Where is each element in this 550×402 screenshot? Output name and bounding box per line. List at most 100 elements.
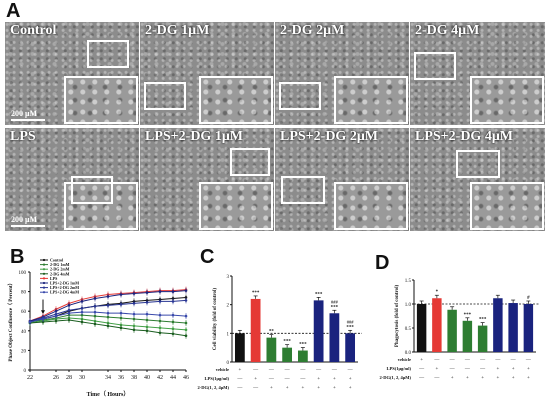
micrograph-7: LPS+2-DG 2μM <box>275 128 409 231</box>
treatment-mark: — <box>252 386 259 391</box>
bar <box>266 337 277 362</box>
significance-mark: *** <box>464 313 472 318</box>
treatment-mark: + <box>286 386 289 391</box>
legend-marker <box>42 281 46 285</box>
data-point <box>119 326 123 330</box>
legend-marker <box>42 263 46 266</box>
treatment-mark: + <box>270 386 273 391</box>
data-point <box>80 310 84 314</box>
y-tick-label: 0.0 <box>405 351 412 356</box>
y-tick-label: 0 <box>24 369 27 374</box>
treatment-row-label: 2-DG(1, 2, 4μM) <box>197 385 229 390</box>
treatment-mark: — <box>449 358 456 363</box>
scale-bar: 200 μM <box>11 109 45 121</box>
micrograph-2: 2-DG 1μM <box>140 22 274 125</box>
magnified-inset <box>64 76 138 124</box>
treatment-mark: + <box>317 377 320 382</box>
treatment-mark: — <box>525 358 532 363</box>
treatment-row-label: vehicle <box>398 357 411 362</box>
treatment-mark: + <box>254 377 257 382</box>
significance-mark-2: ### <box>347 319 355 324</box>
legend-label: 2-DG 1mM <box>50 262 70 267</box>
legend-label: LPS+2-DG 4mM <box>50 290 79 295</box>
magnified-inset <box>470 182 544 230</box>
treatment-mark: + <box>349 377 352 382</box>
y-tick-label: 3 <box>227 275 230 280</box>
roi-box <box>414 52 456 80</box>
data-point <box>132 324 136 328</box>
data-point <box>145 329 149 333</box>
data-point <box>54 319 58 323</box>
micrograph-3: 2-DG 2μM <box>275 22 409 125</box>
treatment-mark: — <box>479 367 486 372</box>
data-point <box>145 291 149 294</box>
legend-label: Control <box>50 258 64 263</box>
legend-label: LPS <box>50 276 58 281</box>
y-tick-label: 1.0 <box>405 303 412 308</box>
scale-bar-label: 200 μM <box>11 109 38 118</box>
y-tick-label: 80 <box>21 291 27 296</box>
data-point <box>93 310 97 314</box>
scale-bar-label: 200 μM <box>11 215 38 224</box>
treatment-mark: + <box>527 376 530 381</box>
x-tick-label: 36 <box>118 375 124 381</box>
panel-b-letter: B <box>10 246 25 268</box>
significance-mark: *** <box>315 292 323 297</box>
data-point <box>158 326 162 330</box>
y-tick-label: 0.5 <box>405 327 412 332</box>
treatment-mark: — <box>299 377 306 382</box>
y-tick-label: 0 <box>227 361 230 366</box>
bar <box>462 320 473 352</box>
legend-label: 2-DG 2mM <box>50 267 70 272</box>
arrow-head <box>41 310 45 315</box>
significance-mark: *** <box>299 343 307 348</box>
legend-marker <box>42 286 46 289</box>
data-point <box>93 314 97 318</box>
treatment-mark: — <box>331 368 338 373</box>
treatment-mark: — <box>315 368 322 373</box>
data-point <box>184 321 188 325</box>
micrograph-label: Control <box>10 23 57 38</box>
treatment-mark: — <box>510 358 517 363</box>
treatment-mark: — <box>236 386 243 391</box>
roi-box <box>71 176 113 204</box>
significance-mark: ** <box>269 330 275 335</box>
data-point <box>171 320 175 324</box>
treatment-row-label: LPS(1μg/ml) <box>386 366 411 371</box>
treatment-mark: + <box>317 386 320 391</box>
treatment-mark: + <box>512 367 515 372</box>
data-point <box>106 304 110 307</box>
data-point <box>184 289 188 292</box>
magnified-inset <box>199 182 273 230</box>
bar <box>493 298 503 352</box>
data-point <box>171 300 175 303</box>
roi-box <box>87 40 129 68</box>
treatment-mark: + <box>333 386 336 391</box>
confluence-line-chart: 0 20 40 60 80 100 22 26 28 30 34 36 38 40 42 44 46 Time（ … <box>8 258 189 399</box>
scale-bar: 200 μM <box>11 215 45 227</box>
data-point <box>171 332 175 336</box>
legend-marker <box>42 272 46 275</box>
bar <box>313 300 324 362</box>
data-point <box>145 318 149 322</box>
roi-box <box>230 148 270 176</box>
data-point <box>158 290 162 293</box>
treatment-mark: + <box>481 376 484 381</box>
treatment-mark: + <box>496 376 499 381</box>
micrograph-4: 2-DG 4μM <box>410 22 545 125</box>
bar <box>508 303 518 352</box>
legend-label: LPS+2-DG 1mM <box>50 281 79 286</box>
treatment-mark: + <box>496 367 499 372</box>
data-point <box>93 305 97 308</box>
data-point <box>145 312 149 316</box>
treatment-mark: — <box>284 377 291 382</box>
data-point <box>80 300 84 303</box>
treatment-mark: + <box>435 367 438 372</box>
legend-marker <box>42 291 46 294</box>
x-tick-label: 34 <box>105 375 111 381</box>
treatment-mark: + <box>466 376 469 381</box>
treatment-mark: + <box>238 368 241 373</box>
treatment-mark: — <box>449 367 456 372</box>
data-point <box>80 320 84 324</box>
